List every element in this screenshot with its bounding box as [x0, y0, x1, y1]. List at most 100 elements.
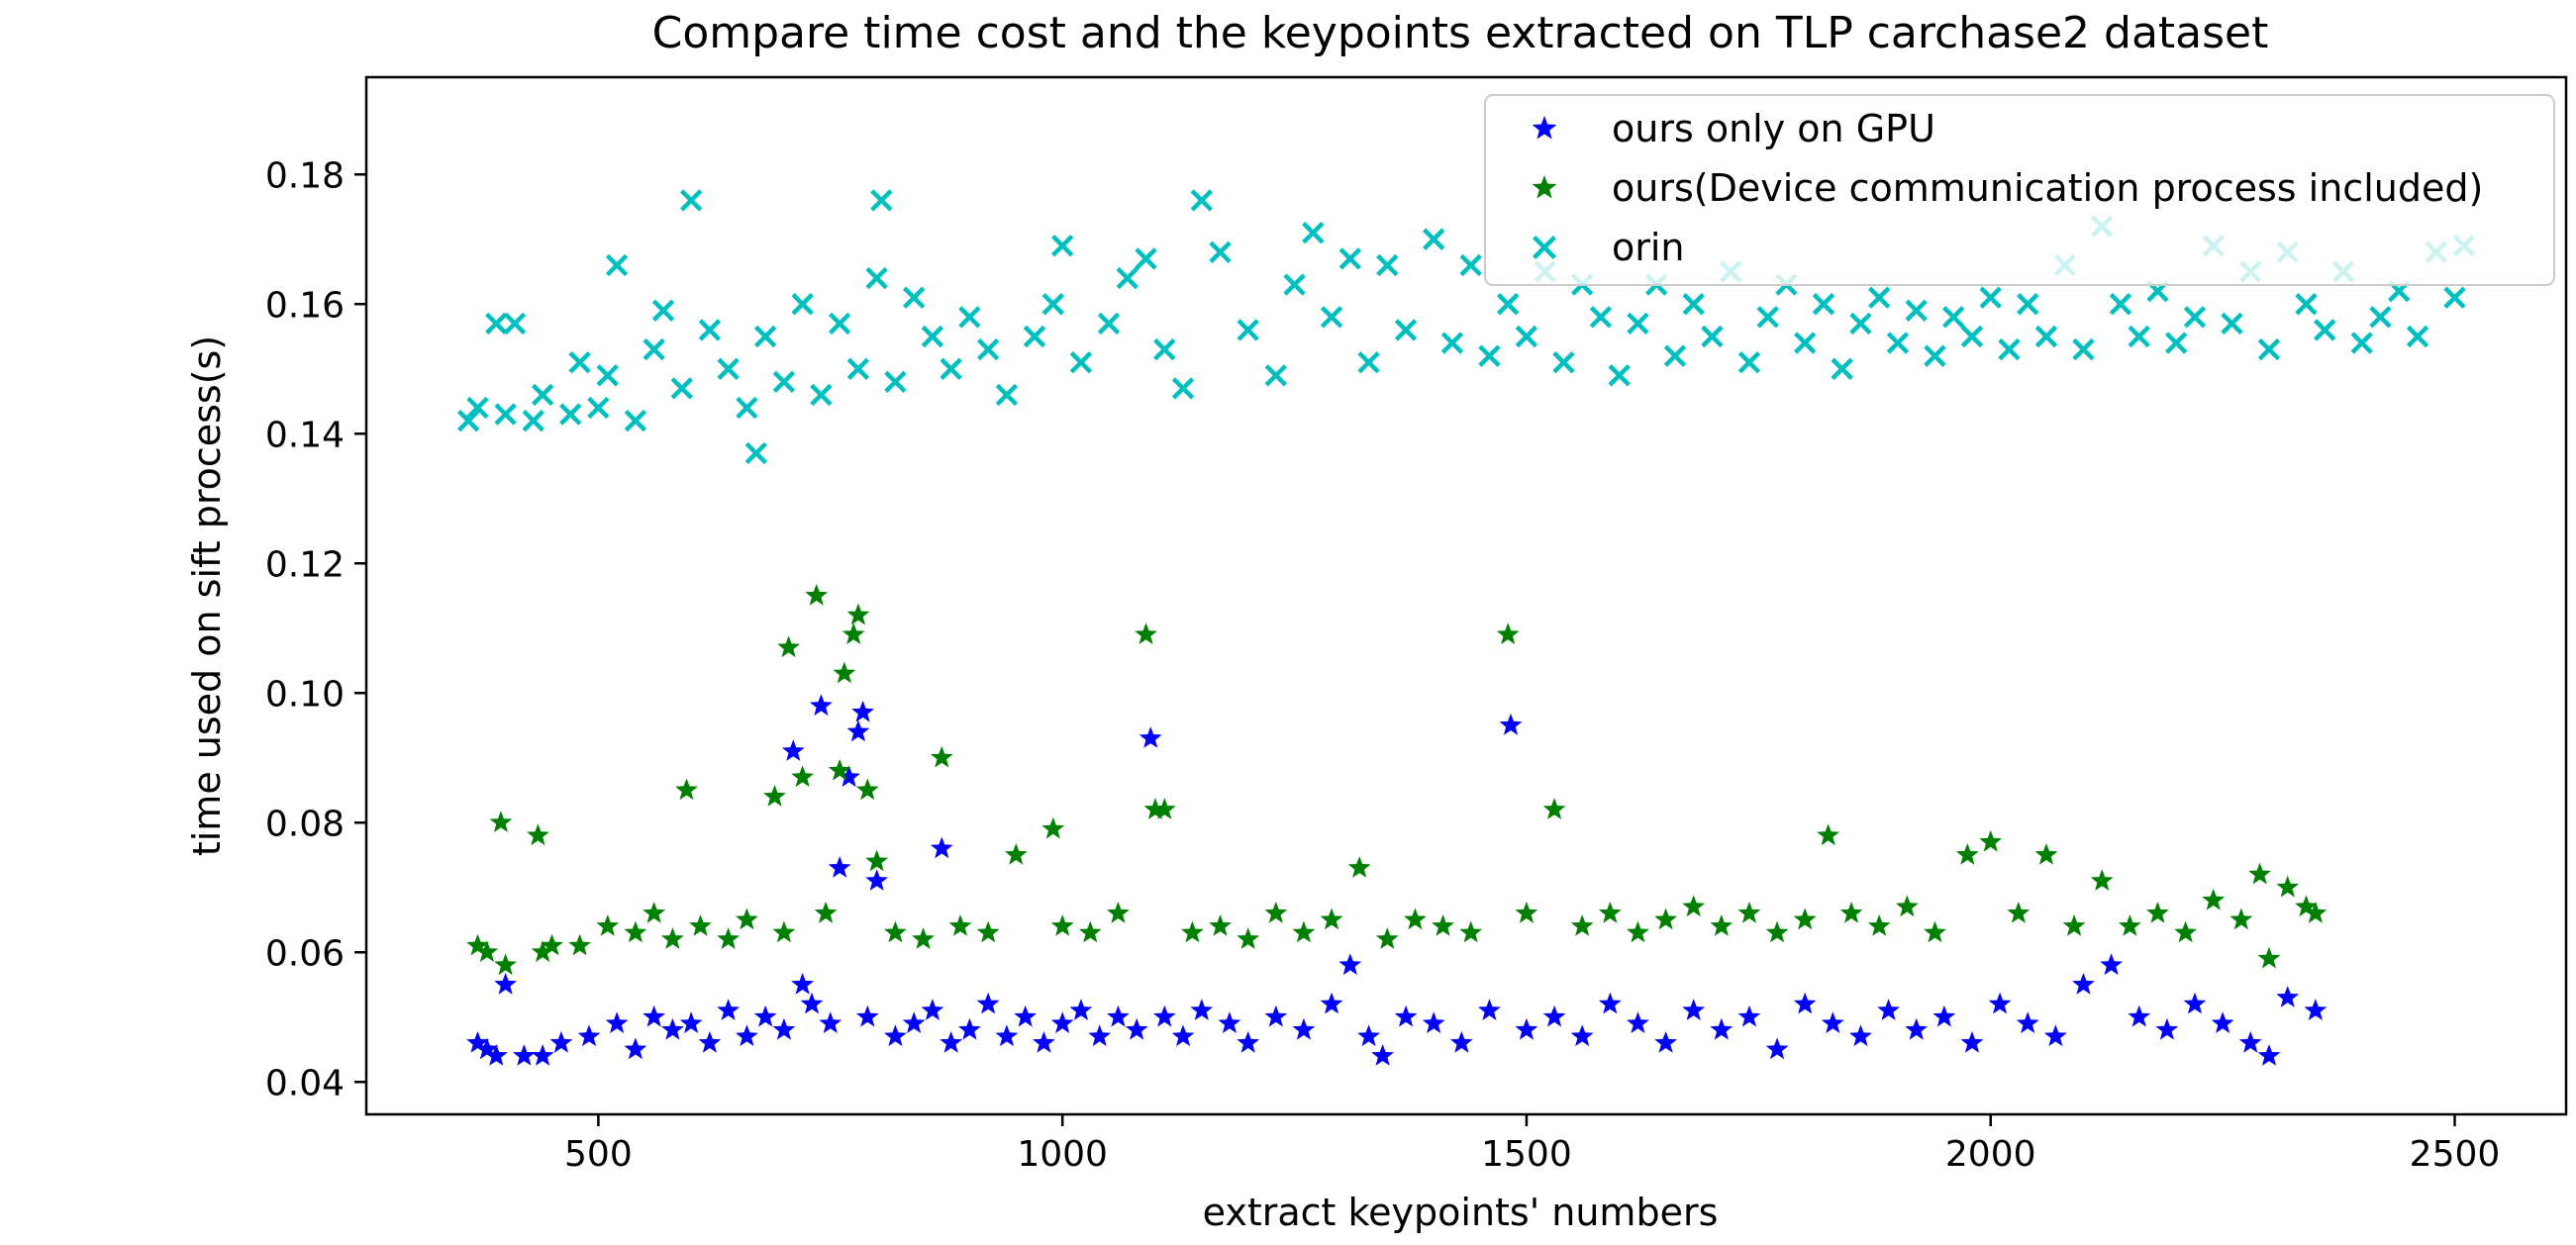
data-point: [1320, 992, 1343, 1014]
data-point: [2229, 908, 2253, 930]
data-point: [1069, 351, 1093, 374]
data-point: [1570, 1024, 1594, 1047]
data-point: [791, 293, 814, 316]
data-point: [921, 999, 944, 1020]
data-point: [1139, 726, 1162, 748]
data-point: [494, 953, 517, 976]
data-point: [2155, 1017, 2179, 1040]
data-point: [2034, 843, 2058, 865]
data-point: [838, 765, 860, 788]
data-point: [2257, 1044, 2281, 1066]
data-point: [2257, 337, 2281, 361]
data-point: [958, 1017, 981, 1040]
data-point: [1663, 344, 1687, 367]
data-point: [1190, 189, 1213, 212]
data-point: [744, 441, 767, 465]
data-point: [1107, 1005, 1130, 1027]
data-point: [846, 719, 870, 742]
data-point: [661, 927, 684, 949]
data-point: [1237, 1031, 1260, 1053]
data-point: [772, 1017, 796, 1040]
data-point: [1895, 895, 1919, 917]
data-point: [1264, 364, 1287, 387]
data-point: [1979, 286, 2002, 309]
data-point: [791, 765, 815, 788]
data-point: [921, 325, 944, 348]
data-point: [2443, 286, 2466, 309]
data-point: [2072, 973, 2095, 995]
data-point: [2221, 312, 2243, 335]
data-point: [1375, 927, 1399, 949]
data-point: [717, 927, 741, 949]
data-point: [1033, 1031, 1055, 1053]
data-point: [2211, 1011, 2234, 1033]
data-point: [1710, 914, 1734, 936]
legend: ours only on GPU ours(Device communicatio…: [1484, 94, 2555, 286]
legend-label: ours only on GPU: [1612, 107, 1935, 150]
data-point: [527, 823, 549, 846]
data-point: [605, 1011, 629, 1033]
data-point: [485, 312, 508, 335]
data-point: [753, 325, 777, 348]
data-point: [1598, 902, 1622, 923]
data-point: [1371, 1044, 1394, 1066]
y-tick-label: 0.10: [265, 674, 345, 715]
data-point: [1627, 920, 1649, 943]
data-point: [2118, 914, 2141, 936]
legend-marker: [1532, 116, 1557, 140]
data-point: [661, 1017, 684, 1040]
y-tick-label: 0.08: [265, 804, 345, 844]
data-point: [587, 396, 610, 420]
data-point: [800, 992, 824, 1014]
data-point: [1209, 914, 1232, 936]
data-point: [466, 1031, 489, 1053]
data-point: [791, 973, 815, 995]
data-point: [1050, 1011, 1074, 1033]
data-point: [2043, 1024, 2067, 1047]
y-tick-label: 0.14: [265, 415, 345, 455]
legend-marker: [1533, 236, 1556, 259]
data-point: [643, 1005, 666, 1027]
data-point: [651, 299, 675, 322]
data-point: [1422, 1011, 1445, 1033]
data-point: [1143, 798, 1167, 819]
chart-title: Compare time cost and the keypoints extr…: [652, 8, 2269, 58]
data-point: [1357, 1024, 1380, 1047]
x-axis: 500 1000 1500 2000 2500: [564, 1114, 2500, 1175]
data-point: [976, 337, 1000, 361]
data-point: [1496, 622, 1520, 644]
data-point: [1542, 798, 1566, 819]
data-point: [2314, 319, 2336, 341]
data-point: [1357, 351, 1380, 374]
y-axis-label: time used on sift process(s): [185, 335, 229, 856]
data-point: [1264, 1005, 1288, 1027]
data-point: [541, 933, 563, 956]
legend-item: ours(Device communication process includ…: [1532, 166, 2483, 210]
data-point: [930, 836, 953, 859]
data-point: [2100, 953, 2123, 976]
data-point: [624, 1037, 647, 1060]
data-point: [605, 253, 629, 277]
data-point: [717, 999, 741, 1020]
data-point: [2295, 895, 2318, 917]
data-point: [1496, 293, 1520, 316]
data-point: [1552, 351, 1575, 374]
data-point: [842, 622, 865, 644]
legend-item: orin: [1533, 226, 1685, 269]
data-point: [828, 758, 851, 781]
data-point: [1682, 293, 1705, 316]
data-point: [2034, 325, 2058, 348]
data-point: [1988, 992, 2012, 1014]
data-point: [1793, 992, 1817, 1014]
data-point: [1765, 1037, 1789, 1060]
data-point: [902, 1011, 926, 1033]
data-point: [1654, 1031, 1677, 1053]
data-point: [833, 661, 856, 684]
data-point: [1710, 1017, 1734, 1040]
data-point: [1404, 908, 1427, 930]
data-point: [2202, 888, 2226, 910]
data-point: [1014, 1005, 1038, 1027]
series-1: [466, 694, 2328, 1066]
legend-marker: [1532, 175, 1557, 199]
data-point: [1135, 247, 1157, 270]
